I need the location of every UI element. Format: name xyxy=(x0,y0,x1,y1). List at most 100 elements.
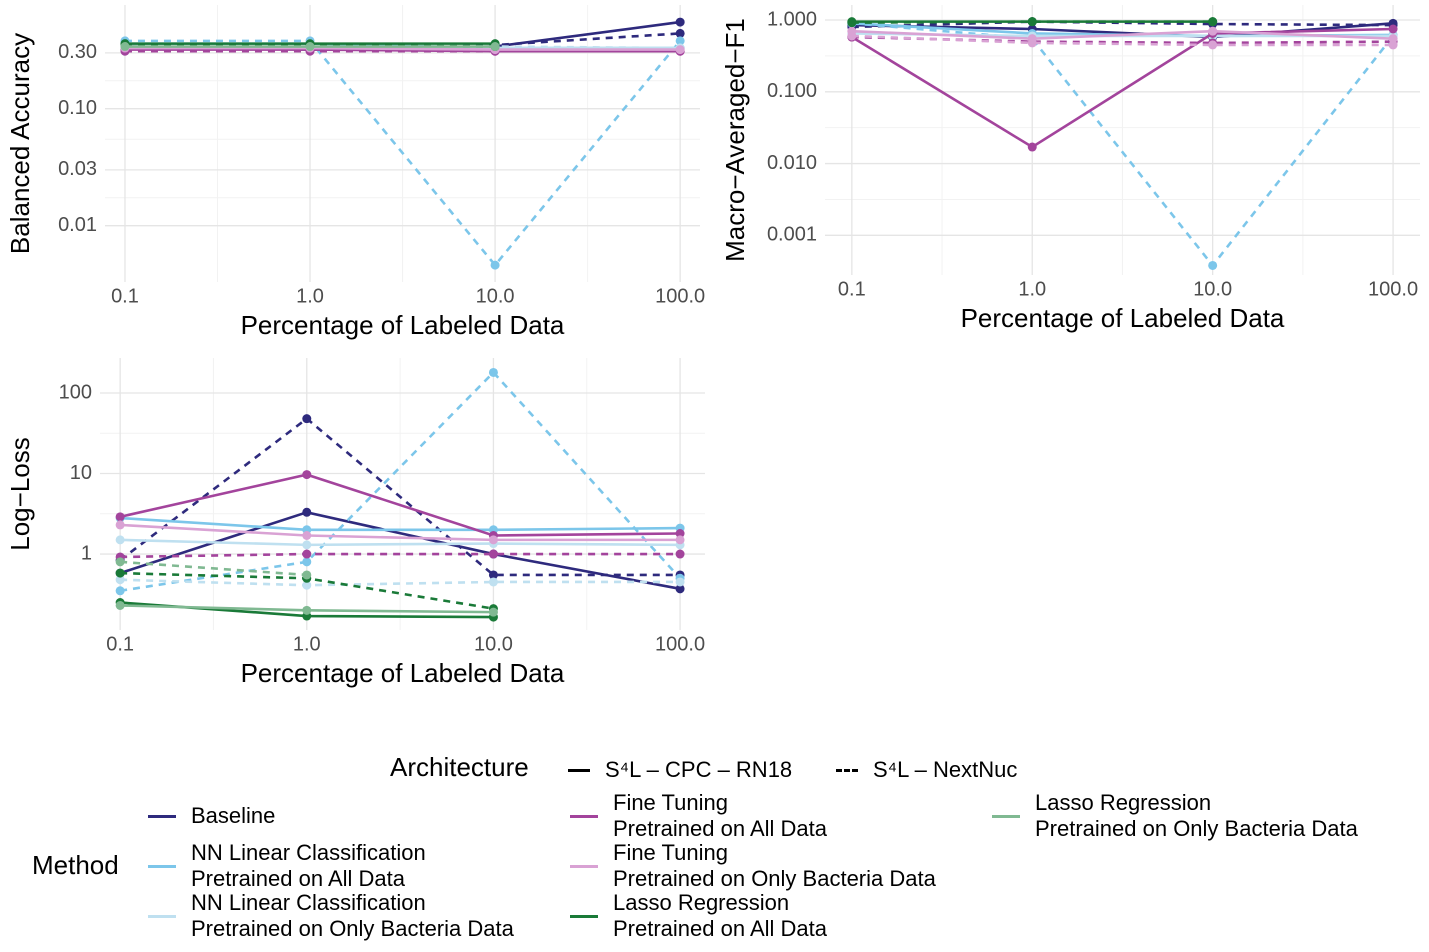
method-item: Lasso Regression Pretrained on Only Bact… xyxy=(992,789,1358,843)
method-label: NN Linear Classification Pretrained on O… xyxy=(191,890,514,941)
data-point xyxy=(115,568,125,578)
series-line xyxy=(124,39,682,268)
y-tick-label: 10 xyxy=(70,462,92,484)
x-tick-label: 1.0 xyxy=(293,633,321,655)
x-tick-label: 10.0 xyxy=(474,633,513,655)
data-point xyxy=(675,45,685,55)
data-point xyxy=(675,17,685,27)
x-axis-title: Percentage of Labeled Data xyxy=(961,303,1285,333)
x-tick-label: 0.1 xyxy=(838,278,866,300)
data-point xyxy=(302,414,312,424)
architecture-label: S⁴L – CPC – RN18 xyxy=(605,757,793,782)
y-axis-title: Macro−Averaged−F1 xyxy=(720,18,750,262)
y-axis-title: Balanced Accuracy xyxy=(5,33,35,254)
data-point xyxy=(1027,142,1037,152)
data-point xyxy=(1208,260,1218,270)
series-line xyxy=(851,22,1395,268)
data-point xyxy=(115,557,125,567)
method-label: Baseline xyxy=(191,803,276,828)
y-tick-label: 100 xyxy=(59,381,92,403)
data-point xyxy=(120,42,130,52)
data-point xyxy=(1388,40,1398,50)
data-point xyxy=(302,507,312,517)
data-point xyxy=(302,557,312,567)
y-tick-label: 1.000 xyxy=(767,8,817,30)
architecture-label: S⁴L – NextNuc xyxy=(873,757,1018,782)
method-item: Fine Tuning Pretrained on Only Bacteria … xyxy=(570,839,936,893)
method-swatch xyxy=(992,814,1020,818)
data-point xyxy=(1027,38,1037,48)
series-line xyxy=(124,46,681,51)
data-point xyxy=(675,577,685,587)
series-line xyxy=(120,552,681,559)
y-tick-label: 0.01 xyxy=(58,214,97,236)
data-point xyxy=(302,540,312,550)
data-point xyxy=(675,36,685,46)
data-point xyxy=(675,528,685,538)
data-point xyxy=(490,260,500,270)
method-swatch xyxy=(570,814,598,818)
method-swatch xyxy=(148,814,176,818)
method-swatch xyxy=(570,914,598,918)
data-point xyxy=(1388,34,1398,44)
architecture-item: S⁴L – CPC – RN18 xyxy=(568,743,792,797)
method-item: Baseline xyxy=(148,789,275,843)
data-point xyxy=(302,605,312,615)
data-point xyxy=(302,570,312,580)
series-line xyxy=(119,473,681,537)
method-title: Method xyxy=(32,850,119,880)
architecture-swatch xyxy=(836,768,858,772)
method-swatch xyxy=(570,864,598,868)
data-point xyxy=(1208,26,1218,36)
data-point xyxy=(302,470,312,480)
y-tick-label: 0.010 xyxy=(767,152,817,174)
data-point xyxy=(115,575,125,585)
y-tick-label: 0.30 xyxy=(58,41,97,63)
method-label: Lasso Regression Pretrained on Only Bact… xyxy=(1035,790,1358,841)
data-point xyxy=(115,535,125,545)
data-point xyxy=(1208,17,1218,27)
series-line xyxy=(851,27,1394,149)
architecture-title: Architecture xyxy=(390,752,529,782)
series-line xyxy=(119,417,681,577)
series-line xyxy=(120,523,681,542)
y-tick-label: 0.03 xyxy=(58,158,97,180)
data-point xyxy=(1388,24,1398,34)
x-tick-label: 0.1 xyxy=(111,285,139,307)
x-tick-label: 100.0 xyxy=(655,633,705,655)
data-point xyxy=(302,530,312,540)
data-point xyxy=(115,600,125,610)
y-tick-label: 0.100 xyxy=(767,80,817,102)
data-point xyxy=(675,549,685,559)
data-point xyxy=(115,520,125,530)
data-point xyxy=(302,580,312,590)
data-point xyxy=(488,367,498,377)
x-tick-label: 10.0 xyxy=(476,285,515,307)
x-axis-title: Percentage of Labeled Data xyxy=(241,658,565,688)
data-point xyxy=(675,584,685,594)
method-item: Fine Tuning Pretrained on All Data xyxy=(570,789,827,843)
x-tick-label: 1.0 xyxy=(296,285,324,307)
x-tick-label: 0.1 xyxy=(106,633,134,655)
y-axis-title: Log−Loss xyxy=(5,437,35,550)
method-label: NN Linear Classification Pretrained on A… xyxy=(191,840,426,891)
x-tick-label: 10.0 xyxy=(1193,278,1232,300)
data-point xyxy=(305,42,315,52)
method-item: NN Linear Classification Pretrained on O… xyxy=(148,889,514,943)
method-label: Fine Tuning Pretrained on Only Bacteria … xyxy=(613,840,936,891)
series-line xyxy=(120,578,681,587)
series-line xyxy=(851,20,1213,24)
data-point xyxy=(1208,40,1218,50)
data-point xyxy=(488,570,498,580)
data-point xyxy=(490,42,500,52)
data-point xyxy=(302,549,312,559)
data-point xyxy=(847,31,857,41)
data-point xyxy=(847,18,857,28)
y-tick-label: 0.10 xyxy=(58,97,97,119)
data-point xyxy=(488,535,498,545)
method-label: Fine Tuning Pretrained on All Data xyxy=(613,790,828,841)
y-tick-label: 0.001 xyxy=(767,224,817,246)
data-point xyxy=(115,586,125,596)
method-swatch xyxy=(148,914,176,918)
